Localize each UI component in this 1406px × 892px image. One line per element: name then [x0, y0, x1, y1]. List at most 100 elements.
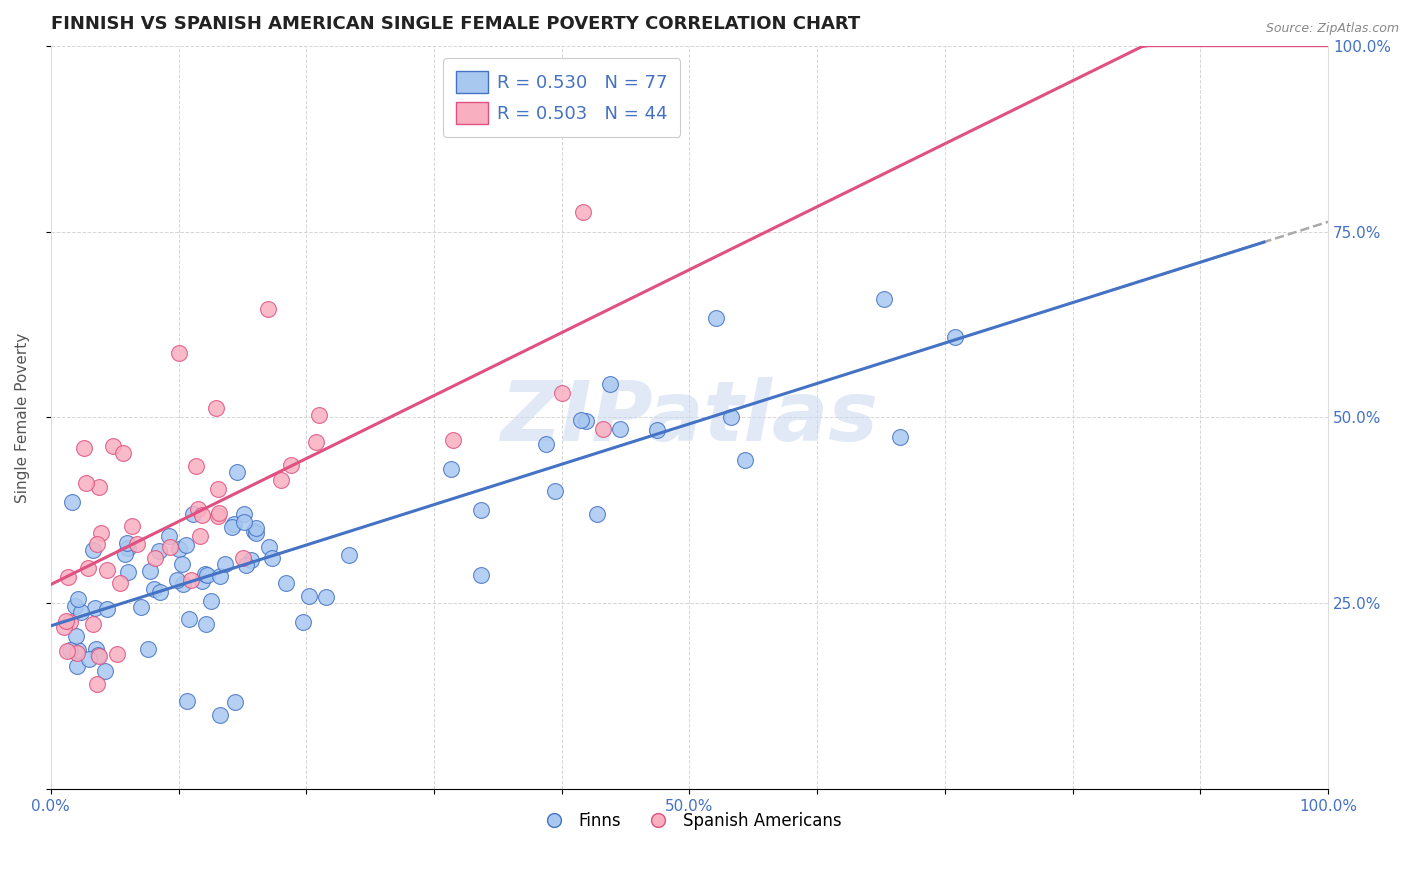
- Point: [58, 570, 80, 584]
- Point: [129, 599, 152, 614]
- Point: [232, 550, 254, 565]
- Point: [143, 582, 166, 596]
- Point: [115, 535, 138, 549]
- Point: [148, 544, 170, 558]
- Point: [315, 591, 337, 605]
- Point: [73, 441, 96, 455]
- Point: [55, 614, 77, 628]
- Point: [82, 542, 104, 557]
- Point: [305, 435, 328, 450]
- Point: [225, 465, 247, 479]
- Point: [308, 408, 330, 422]
- Point: [873, 292, 896, 306]
- Point: [157, 529, 180, 543]
- Point: [125, 537, 148, 551]
- Point: [176, 694, 198, 708]
- Point: [224, 695, 246, 709]
- Point: [204, 401, 226, 416]
- Point: [83, 601, 105, 615]
- Text: FINNISH VS SPANISH AMERICAN SINGLE FEMALE POVERTY CORRELATION CHART: FINNISH VS SPANISH AMERICAN SINGLE FEMAL…: [51, 15, 860, 33]
- Point: [280, 458, 302, 472]
- Point: [167, 541, 190, 556]
- Point: [647, 423, 669, 437]
- Point: [207, 508, 229, 523]
- Point: [117, 541, 139, 556]
- Point: [105, 647, 128, 661]
- Point: [187, 502, 209, 516]
- Point: [111, 446, 134, 460]
- Point: [245, 525, 267, 540]
- Point: [89, 480, 111, 494]
- Point: [79, 652, 101, 666]
- Point: [177, 612, 200, 626]
- Point: [66, 646, 89, 660]
- Point: [592, 422, 614, 436]
- Point: [117, 565, 139, 579]
- Point: [159, 540, 181, 554]
- Point: [172, 576, 194, 591]
- Point: [90, 526, 112, 541]
- Point: [184, 458, 207, 473]
- Point: [599, 376, 621, 391]
- Point: [191, 574, 214, 589]
- Y-axis label: Single Female Poverty: Single Female Poverty: [15, 333, 30, 502]
- Point: [943, 330, 966, 344]
- Point: [59, 615, 82, 630]
- Point: [889, 430, 911, 444]
- Point: [66, 658, 89, 673]
- Point: [207, 482, 229, 496]
- Point: [190, 529, 212, 543]
- Point: [232, 515, 254, 529]
- Point: [298, 589, 321, 603]
- Point: [86, 641, 108, 656]
- Point: [94, 664, 117, 678]
- Point: [70, 605, 93, 619]
- Point: [337, 548, 360, 562]
- Point: [59, 643, 82, 657]
- Text: Source: ZipAtlas.com: Source: ZipAtlas.com: [1265, 22, 1399, 36]
- Point: [208, 506, 231, 520]
- Point: [243, 524, 266, 538]
- Point: [65, 629, 87, 643]
- Point: [63, 599, 86, 613]
- Point: [82, 616, 104, 631]
- Point: [200, 593, 222, 607]
- Point: [571, 413, 593, 427]
- Point: [276, 575, 298, 590]
- Point: [191, 508, 214, 522]
- Point: [221, 520, 243, 534]
- Point: [167, 345, 190, 359]
- Point: [534, 437, 557, 451]
- Point: [470, 568, 492, 582]
- Point: [208, 707, 231, 722]
- Legend: Finns, Spanish Americans: Finns, Spanish Americans: [530, 805, 848, 837]
- Point: [56, 644, 79, 658]
- Point: [170, 558, 193, 572]
- Point: [720, 409, 742, 424]
- Point: [76, 561, 98, 575]
- Point: [67, 591, 90, 606]
- Point: [86, 537, 108, 551]
- Point: [86, 677, 108, 691]
- Text: ZIPatlas: ZIPatlas: [501, 377, 879, 458]
- Point: [87, 648, 110, 663]
- Point: [574, 414, 596, 428]
- Point: [145, 550, 167, 565]
- Point: [609, 422, 631, 436]
- Point: [270, 473, 292, 487]
- Point: [257, 540, 280, 554]
- Point: [233, 507, 256, 521]
- Point: [114, 547, 136, 561]
- Point: [704, 311, 727, 326]
- Point: [257, 301, 280, 316]
- Point: [195, 567, 218, 582]
- Point: [194, 567, 217, 582]
- Point: [87, 648, 110, 662]
- Point: [195, 616, 218, 631]
- Point: [585, 508, 607, 522]
- Point: [174, 538, 197, 552]
- Point: [75, 476, 97, 491]
- Point: [110, 575, 132, 590]
- Point: [224, 516, 246, 531]
- Point: [96, 563, 118, 577]
